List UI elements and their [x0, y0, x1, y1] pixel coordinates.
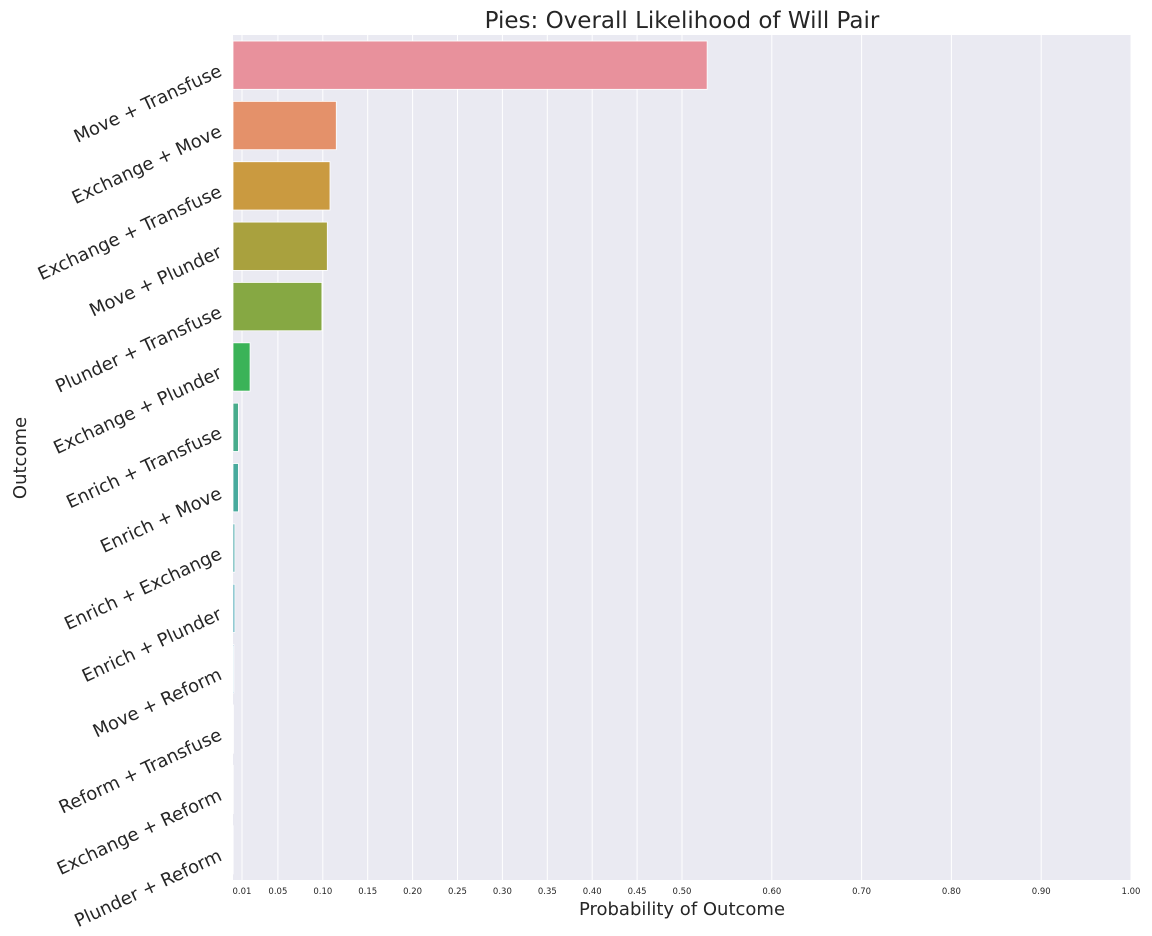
x-tick-label: 0.50 — [673, 887, 692, 897]
bar — [232, 221, 328, 271]
x-axis-ticks: 0.01 0.05 0.10 0.15 0.20 0.25 0.30 0.35 0.40 0.45… — [233, 887, 1141, 897]
bar — [232, 523, 236, 573]
bar — [232, 402, 239, 452]
x-tick-label: 0.15 — [358, 887, 377, 897]
x-tick-label: 0.40 — [583, 887, 602, 897]
bar — [232, 644, 235, 694]
bar — [232, 583, 236, 633]
bar — [232, 342, 251, 392]
bar — [232, 100, 337, 151]
x-tick-label: 0.80 — [942, 887, 961, 897]
x-tick-label: 0.25 — [448, 887, 467, 897]
x-axis-label: Probability of Outcome — [579, 899, 785, 920]
x-tick-label: 0.35 — [538, 887, 557, 897]
x-tick-label: 0.60 — [762, 887, 781, 897]
bar — [232, 463, 239, 513]
bar — [232, 40, 708, 90]
x-tick-label: 1.00 — [1122, 887, 1141, 897]
x-tick-label: 0.90 — [1032, 887, 1051, 897]
bar — [232, 161, 331, 211]
chart-title: Pies: Overall Likelihood of Will Pair — [485, 8, 880, 34]
x-tick-label: 0.10 — [313, 887, 332, 897]
x-tick-label: 0.20 — [403, 887, 422, 897]
x-tick-label: 0.05 — [268, 887, 287, 897]
x-tick-label: 0.01 — [233, 887, 252, 897]
bars — [232, 40, 708, 875]
x-tick-label: 0.70 — [852, 887, 871, 897]
category-label: Enrich + Move — [97, 483, 225, 558]
y-axis-label: Outcome — [10, 417, 31, 499]
x-tick-label: 0.30 — [493, 887, 512, 897]
x-tick-label: 0.45 — [628, 887, 647, 897]
bar — [232, 282, 323, 332]
